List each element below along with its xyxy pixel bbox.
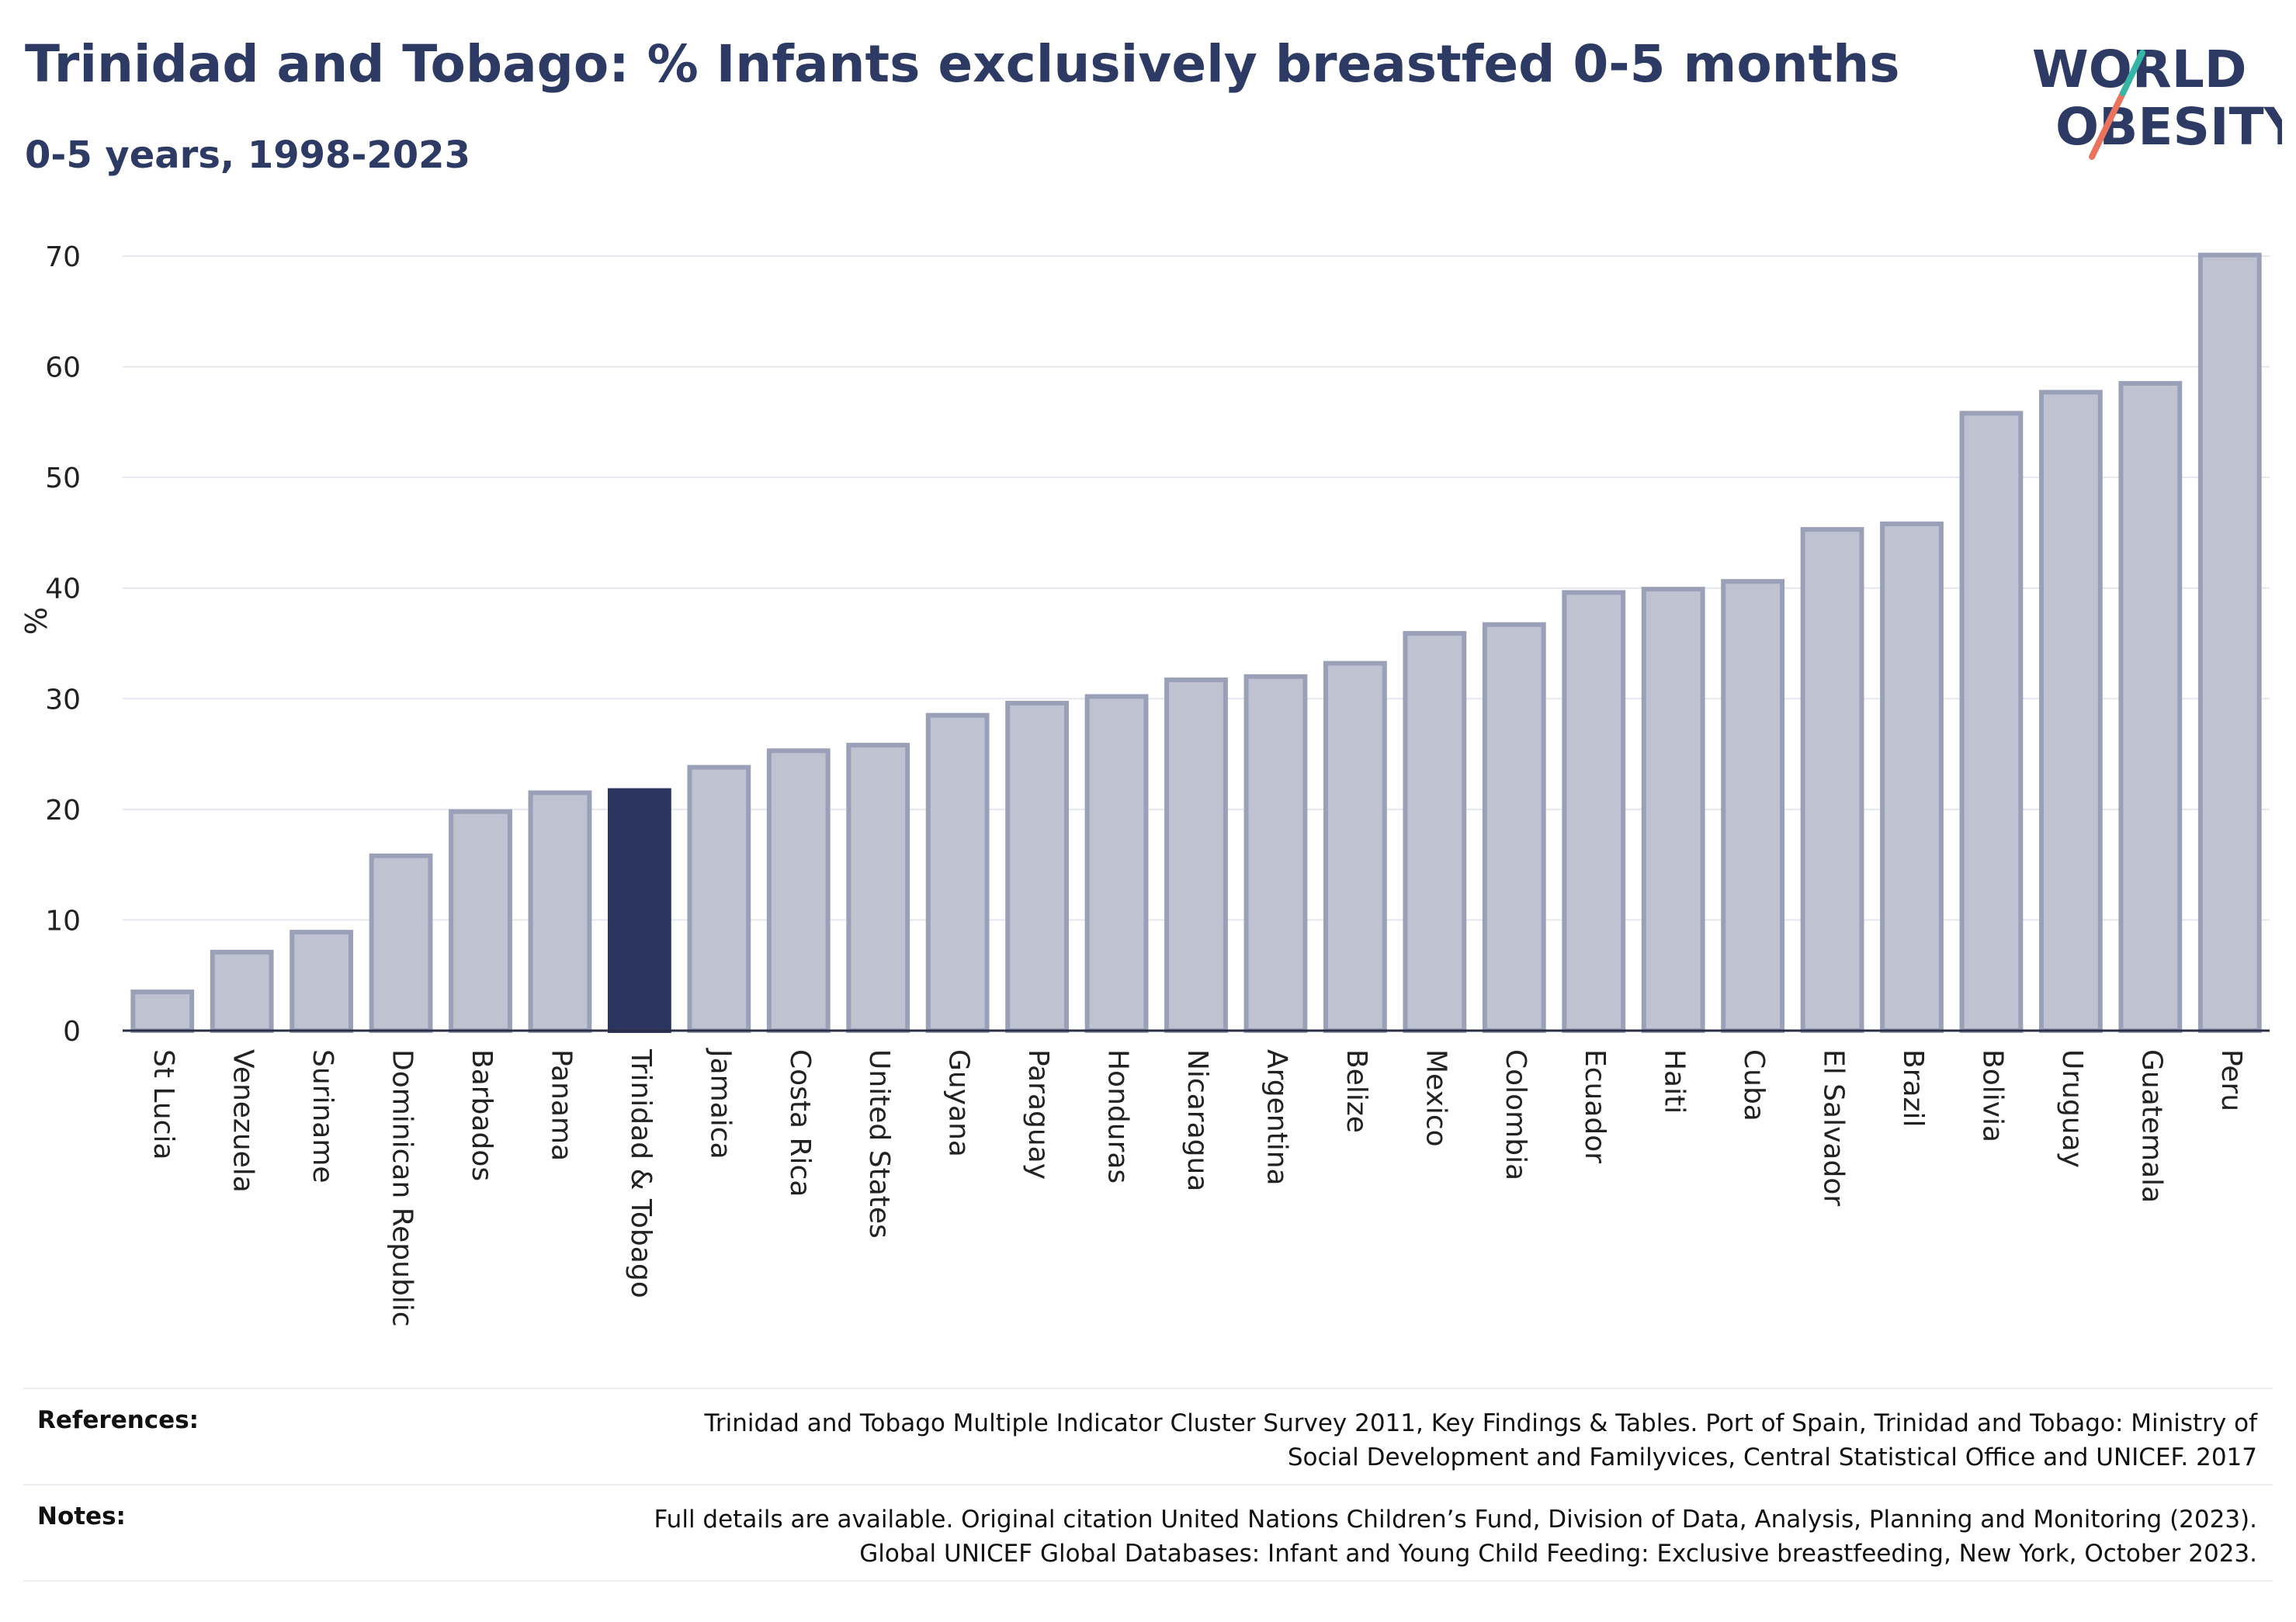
x-tick-label: Dominican Republic [387,1049,418,1327]
bar-guatemala [2118,380,2183,1033]
y-axis-label: % [19,607,54,635]
bar-honduras [1084,694,1149,1033]
x-tick-label: Panama [545,1049,577,1161]
bar-peru [2197,252,2262,1033]
bar-trinidad-tobago [607,788,671,1033]
x-tick-label: Belize [1340,1049,1372,1133]
x-axis-labels: St Lucia Venezuela Suriname Dominican Repub… [147,1048,2247,1327]
notes-section: Notes: Full details are available. Origi… [23,1502,2273,1572]
x-tick-label: Cuba [1738,1049,1770,1121]
world-obesity-logo: WORLD OBESITY [2032,40,2282,160]
x-tick-label: Mexico [1420,1049,1451,1147]
bar-colombia [1482,622,1546,1033]
bar-jamaica [687,764,751,1033]
x-tick-label: El Salvador [1818,1049,1850,1206]
y-tick-label: 20 [45,795,81,827]
x-tick-label: Costa Rica [784,1049,816,1197]
x-tick-label: Jamaica [704,1048,736,1159]
y-tick-label: 40 [45,574,81,605]
bar-mexico [1403,631,1467,1033]
x-tick-label: Ecuador [1579,1049,1611,1163]
x-tick-label: Barbados [466,1049,498,1181]
y-tick-label: 0 [63,1016,81,1048]
bar-nicaragua [1164,678,1228,1033]
bar-costa-rica [766,748,831,1034]
bar-united-states [846,743,910,1033]
x-tick-label: Venezuela [227,1049,259,1193]
x-tick-label: Guatemala [2135,1049,2167,1203]
x-tick-label: Suriname [307,1049,338,1184]
x-tick-label: Peru [2215,1049,2247,1111]
bars [130,252,2262,1034]
y-tick-label: 60 [45,352,81,384]
logo-text-line2: OBESITY [2055,97,2282,157]
bar-panama [528,790,592,1033]
bar-belize [1323,660,1387,1033]
x-tick-label: Brazil [1897,1049,1929,1127]
bar-suriname [290,930,354,1034]
x-tick-label: Trinidad & Tobago [625,1048,657,1298]
bar-venezuela [210,949,274,1034]
bar-argentina [1243,674,1308,1033]
chart-subtitle: 0-5 years, 1998-2023 [25,133,470,177]
y-tick-label: 50 [45,463,81,494]
y-axis-ticks: 0 10 20 30 40 50 60 70 [45,241,81,1048]
y-tick-label: 70 [45,241,81,273]
logo-slash-red [2089,90,2126,160]
x-tick-label: Argentina [1261,1049,1292,1186]
chart-title: Trinidad and Tobago: % Infants exclusive… [25,34,1900,94]
bar-uruguay [2038,390,2103,1033]
bar-ecuador [1562,590,1626,1033]
x-tick-label: St Lucia [147,1049,179,1160]
x-tick-label: Paraguay [1022,1049,1054,1180]
x-tick-label: Bolivia [1976,1049,2008,1142]
bar-paraguay [1005,700,1070,1033]
x-tick-label: Nicaragua [1181,1049,1213,1191]
bar-el-salvador [1800,527,1864,1033]
y-tick-label: 30 [45,684,81,716]
bar-dominican-republic [369,853,433,1034]
notes-label: Notes: [37,1502,126,1530]
bar-st-lucia [130,989,195,1033]
bar-chart: 0 10 20 30 40 50 60 70 St Lucia Venezuela Surinam… [19,241,2270,1327]
footer-divider-top [23,1388,2273,1389]
x-tick-label: Honduras [1102,1049,1134,1184]
x-tick-label: Colombia [1500,1049,1531,1180]
y-tick-label: 10 [45,905,81,937]
bar-barbados [449,809,512,1034]
x-tick-label: Haiti [1659,1049,1691,1114]
logo-text-line1: WORLD [2032,40,2247,99]
bar-haiti [1641,587,1705,1033]
references-text: Trinidad and Tobago Multiple Indicator C… [704,1409,2258,1471]
notes-text: Full details are available. Original cit… [654,1506,2257,1568]
bar-bolivia [1959,411,2024,1033]
footer-divider-middle [23,1484,2273,1485]
bar-guyana [925,712,990,1034]
x-tick-label: Uruguay [2056,1049,2088,1168]
x-tick-label: Guyana [943,1049,975,1157]
footer-divider-bottom [23,1580,2273,1582]
bar-cuba [1721,579,1785,1033]
references-section: References: Trinidad and Tobago Multiple… [23,1406,2273,1476]
x-tick-label: United States [863,1049,895,1239]
logo-slash-teal [2120,50,2145,96]
bar-brazil [1880,522,1944,1033]
references-label: References: [37,1406,199,1434]
